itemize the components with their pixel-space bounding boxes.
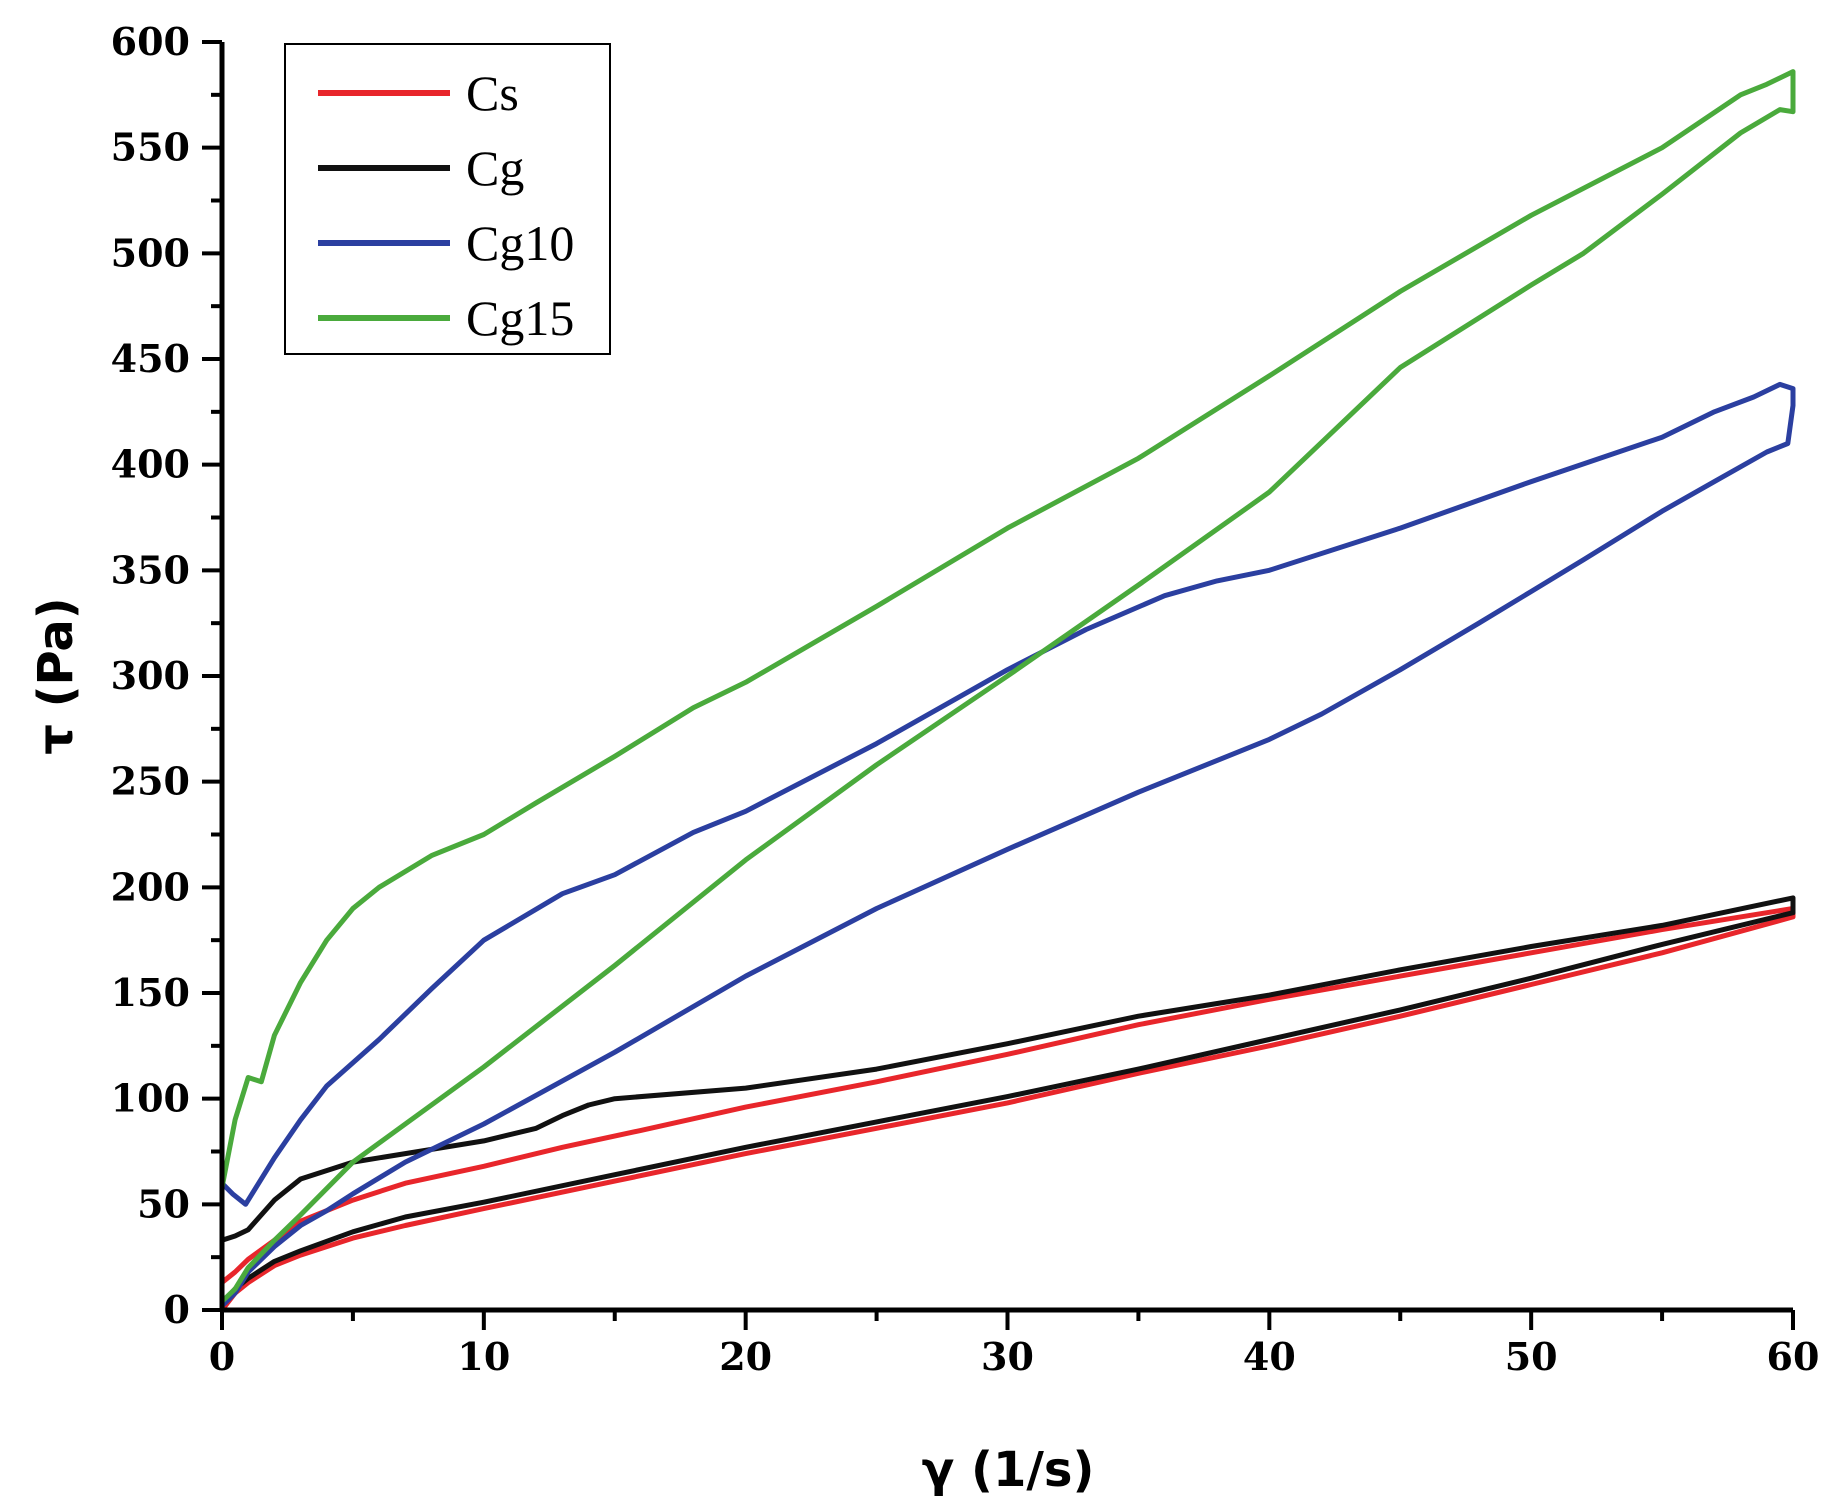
x-tick-label: 50 bbox=[1505, 1334, 1558, 1379]
x-tick-label: 0 bbox=[209, 1334, 235, 1379]
x-axis-ticks: 0 10 20 30 40 50 60 bbox=[209, 1310, 1820, 1379]
x-tick-label: 20 bbox=[719, 1334, 772, 1379]
y-tick-label: 50 bbox=[137, 1181, 190, 1226]
y-tick-label: 600 bbox=[111, 19, 190, 64]
x-tick-label: 30 bbox=[981, 1334, 1034, 1379]
y-tick-label: 0 bbox=[164, 1287, 190, 1332]
y-tick-label: 500 bbox=[111, 230, 190, 275]
legend-label-cg15: Cg15 bbox=[466, 290, 574, 346]
x-axis-title: γ (1/s) bbox=[922, 1442, 1095, 1498]
y-tick-label: 150 bbox=[111, 970, 190, 1015]
plot-area: 0 10 20 30 40 50 60 0 50 100 150 200 250 300 350 400 45… bbox=[111, 19, 1820, 1379]
y-tick-label: 100 bbox=[111, 1076, 190, 1121]
x-tick-label: 60 bbox=[1767, 1334, 1820, 1379]
y-tick-label: 200 bbox=[111, 864, 190, 909]
legend-label-cg: Cg bbox=[466, 140, 524, 196]
y-axis-ticks: 0 50 100 150 200 250 300 350 400 450 500 550 600 bbox=[111, 19, 222, 1332]
legend-items: Cs Cg Cg10 Cg15 bbox=[318, 65, 574, 346]
y-tick-label: 250 bbox=[111, 759, 190, 804]
legend-label-cg10: Cg10 bbox=[466, 215, 574, 271]
y-tick-label: 300 bbox=[111, 653, 190, 698]
series-layer bbox=[219, 69, 1796, 1313]
series-line-cg15 bbox=[219, 69, 1796, 1304]
x-tick-label: 40 bbox=[1243, 1334, 1296, 1379]
y-axis-title: τ (Pa) bbox=[28, 597, 84, 755]
y-tick-label: 400 bbox=[111, 442, 190, 487]
y-tick-label: 350 bbox=[111, 547, 190, 592]
legend-label-cs: Cs bbox=[466, 65, 519, 121]
legend: Cs Cg Cg10 Cg15 bbox=[284, 43, 611, 355]
series-line-cg10 bbox=[219, 381, 1796, 1309]
series-line-cs bbox=[219, 906, 1796, 1313]
y-tick-label: 550 bbox=[111, 125, 190, 170]
y-tick-label: 450 bbox=[111, 336, 190, 381]
x-tick-label: 10 bbox=[457, 1334, 510, 1379]
